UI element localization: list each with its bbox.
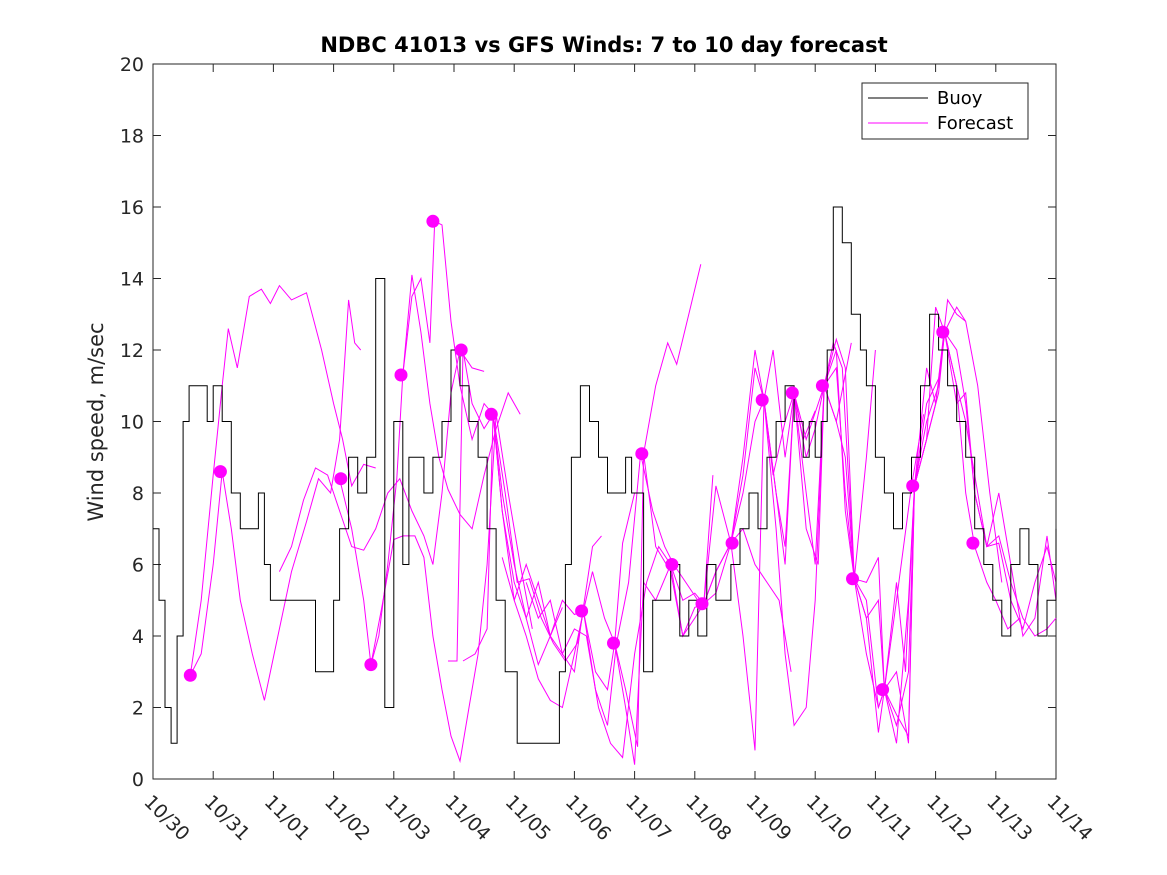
forecast-line (823, 306, 1003, 690)
y-tick-label: 14 (120, 269, 144, 291)
y-tick-label: 4 (132, 626, 144, 648)
forecast-point (725, 536, 739, 550)
y-axis: 0 2 4 6 8 10 12 14 16 18 20 (120, 54, 1056, 791)
forecast-line (501, 264, 702, 747)
y-tick-label: 2 (132, 698, 144, 720)
forecast-line (643, 392, 816, 638)
forecast-point (394, 368, 408, 382)
forecast-point (695, 597, 709, 611)
forecast-point (364, 658, 378, 672)
forecast-point (936, 325, 950, 339)
forecast-point (785, 386, 799, 400)
forecast-point (213, 465, 227, 479)
y-tick-label: 12 (120, 340, 144, 362)
y-tick-label: 10 (120, 412, 144, 434)
forecast-point (846, 572, 859, 586)
forecast-line (944, 331, 1057, 631)
y-tick-label: 0 (132, 769, 144, 791)
forecast-point (966, 536, 980, 550)
forecast-line (189, 299, 362, 701)
forecast-line (448, 349, 602, 674)
legend-box (861, 82, 1029, 140)
forecast-point (815, 379, 829, 393)
legend-buoy-label: Buoy (937, 88, 983, 109)
forecast-line (914, 330, 1057, 638)
forecast-point (454, 343, 468, 357)
y-tick-label: 16 (120, 197, 144, 219)
forecast-point (484, 407, 498, 421)
forecast-point (183, 668, 197, 682)
series-layer (153, 206, 1057, 765)
forecast-point (755, 393, 769, 407)
y-tick-label: 8 (132, 483, 144, 505)
forecast-point (906, 479, 920, 493)
y-tick-label: 20 (120, 54, 144, 76)
legend-forecast-label: Forecast (937, 113, 1013, 134)
forecast-line (370, 414, 533, 764)
forecast-line (402, 220, 563, 638)
chart-title: NDBC 41013 vs GFS Winds: 7 to 10 day for… (320, 33, 887, 57)
forecast-point (607, 636, 620, 650)
forecast-point (575, 604, 589, 618)
y-tick-label: 18 (120, 126, 144, 148)
y-tick-label: 6 (132, 555, 144, 577)
buoy-line (153, 206, 1057, 744)
forecast-point (665, 558, 679, 571)
y-axis-label: Wind speed, m/sec (84, 322, 108, 521)
legend: Buoy Forecast (861, 82, 1029, 140)
forecast-point (334, 472, 348, 486)
forecast-line (883, 332, 1057, 738)
forecast-point (876, 683, 890, 697)
forecast-line (525, 475, 714, 759)
forecast-point (635, 447, 649, 461)
forecast-line (189, 284, 376, 676)
forecast-point (426, 214, 440, 228)
